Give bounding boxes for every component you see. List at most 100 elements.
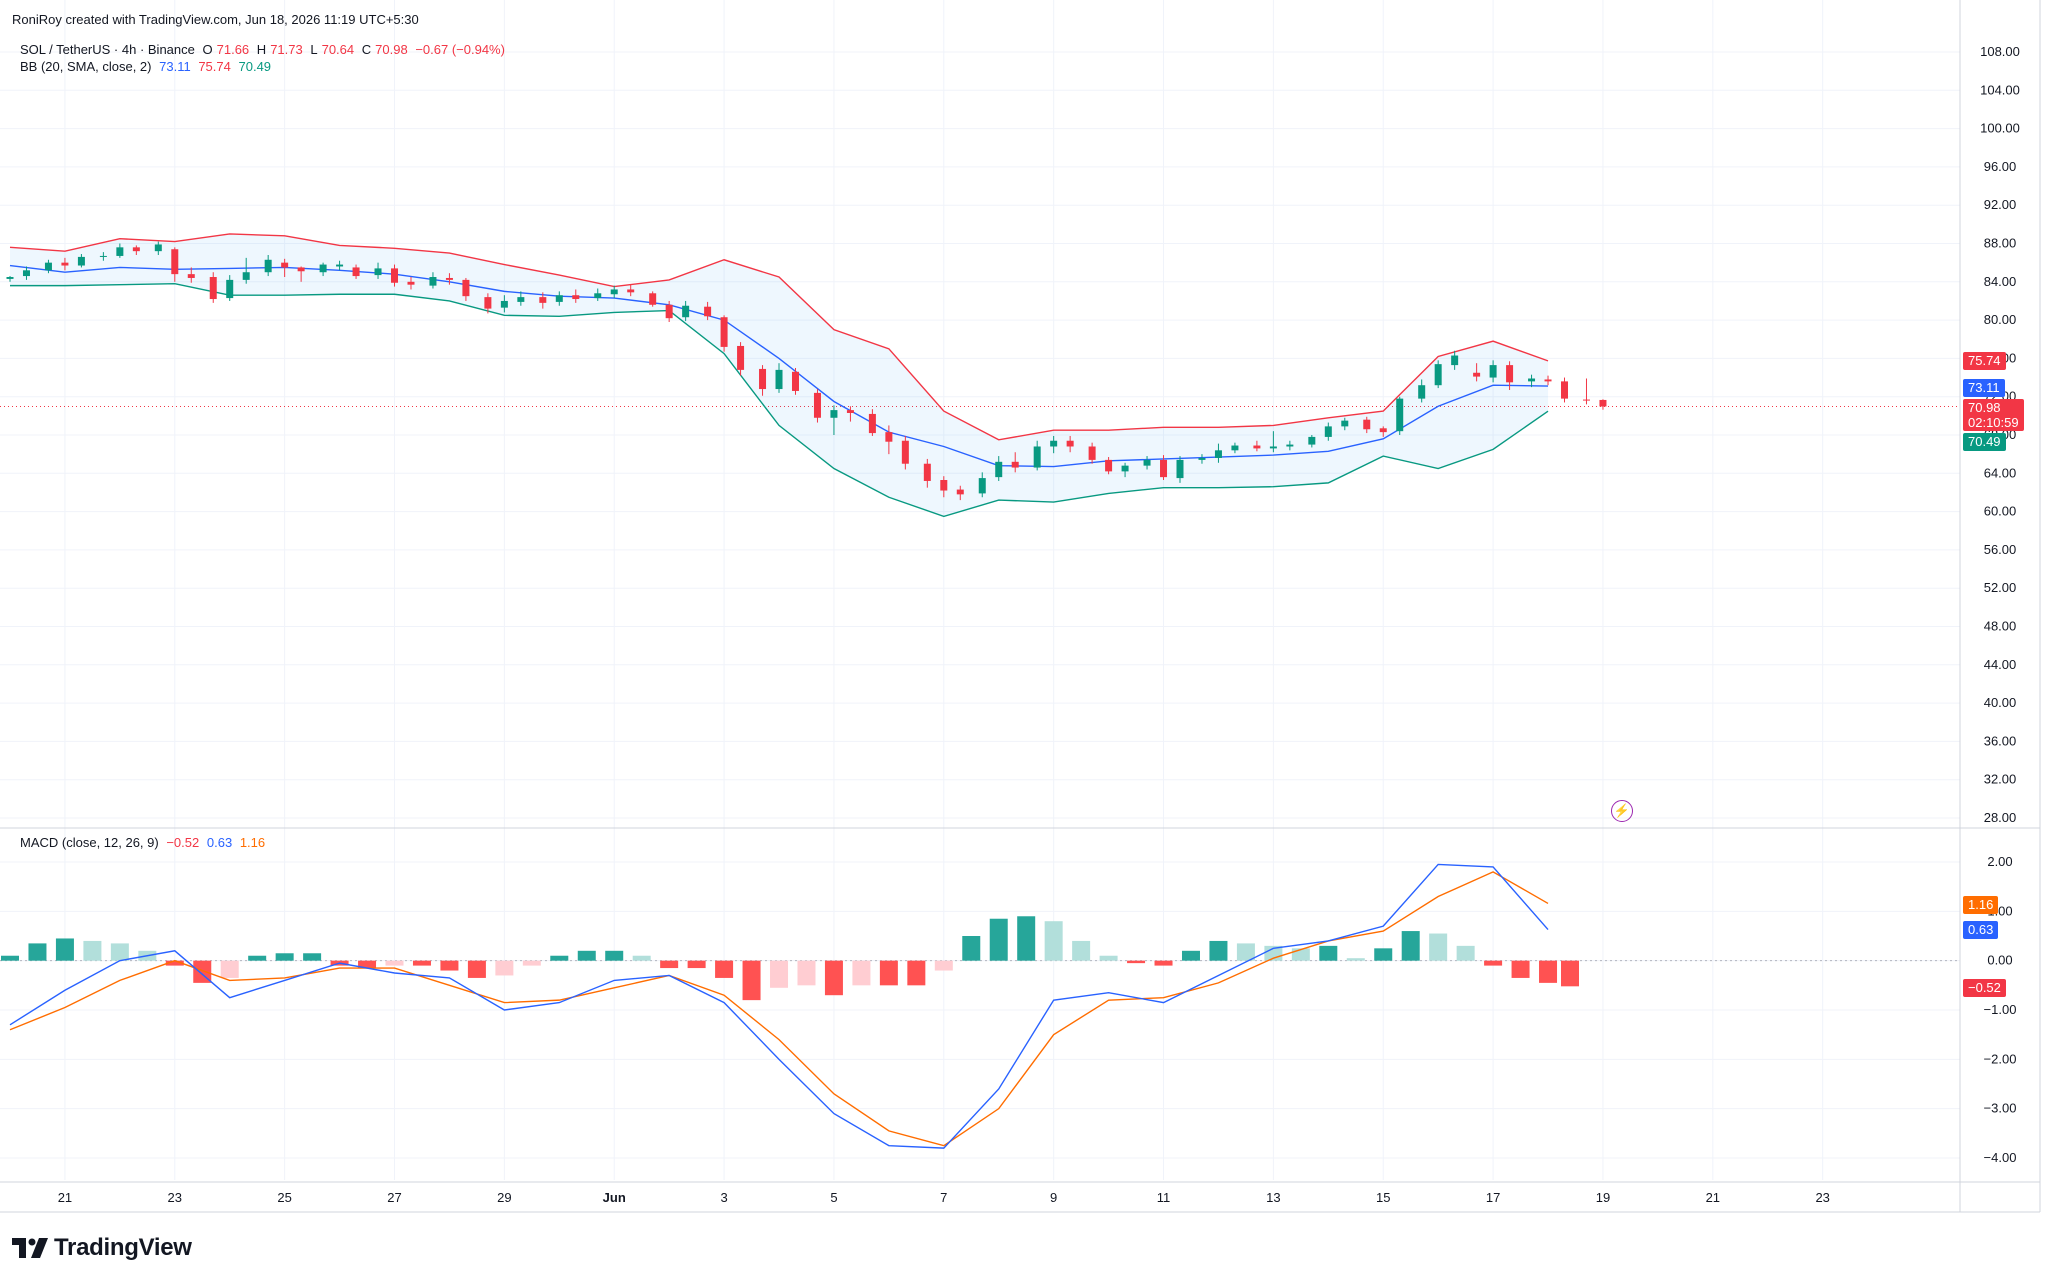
price-axis-tick: 84.00 bbox=[1984, 274, 2017, 289]
bb-legend[interactable]: BB (20, SMA, close, 2) 73.11 75.74 70.49 bbox=[20, 59, 275, 74]
macd-histogram-bar bbox=[934, 960, 953, 971]
macd-signal-value: 1.16 bbox=[239, 835, 266, 850]
time-axis-tick: 11 bbox=[1157, 1190, 1171, 1205]
macd-legend[interactable]: MACD (close, 12, 26, 9) −0.52 0.63 1.16 bbox=[20, 835, 269, 850]
ohlc-c-label: C bbox=[361, 42, 372, 57]
macd-histogram-bar bbox=[577, 950, 596, 961]
price-axis-tick: 52.00 bbox=[1984, 580, 2017, 595]
candle-body bbox=[1599, 399, 1607, 407]
macd-histogram-bar bbox=[962, 936, 981, 961]
candle-body bbox=[99, 255, 107, 257]
candle-body bbox=[22, 270, 30, 277]
candle-body bbox=[1286, 444, 1294, 447]
macd-histogram-bar bbox=[550, 955, 569, 961]
candle-body bbox=[1269, 446, 1277, 449]
bb-upper-line bbox=[9, 233, 1549, 441]
macd-histogram-bar bbox=[467, 960, 486, 978]
candle-body bbox=[682, 305, 690, 318]
time-axis-tick: Jun bbox=[603, 1190, 626, 1205]
candle-body bbox=[1176, 459, 1184, 479]
time-axis-tick: 7 bbox=[940, 1190, 947, 1205]
ohlc-l-value: 70.64 bbox=[321, 42, 355, 57]
macd-histogram-bar bbox=[1429, 933, 1448, 961]
candle-body bbox=[517, 297, 525, 302]
macd-histogram-bar bbox=[660, 960, 679, 969]
candle-body bbox=[44, 262, 52, 271]
grid-lines bbox=[0, 0, 1960, 1180]
ohlc-c-value: 70.98 bbox=[375, 42, 408, 57]
candle-body bbox=[1473, 372, 1481, 377]
macd-histogram-bar bbox=[220, 960, 239, 978]
candle-body bbox=[1341, 420, 1349, 427]
macd-histogram-bar bbox=[797, 960, 816, 986]
candle-body bbox=[374, 268, 382, 276]
lower-band-tag: 70.49 bbox=[1963, 433, 2006, 451]
candle-body bbox=[407, 281, 415, 285]
macd-histogram-bar bbox=[1401, 931, 1420, 961]
candle-body bbox=[1011, 461, 1019, 468]
candle-body bbox=[1379, 428, 1387, 433]
tradingview-logo[interactable]: TradingView bbox=[12, 1234, 192, 1262]
time-axis-tick: 23 bbox=[168, 1190, 182, 1205]
candle-body bbox=[720, 317, 728, 347]
price-axis-tick: 96.00 bbox=[1984, 159, 2017, 174]
macd-axis-tick: −1.00 bbox=[1984, 1002, 2017, 1017]
candle-body bbox=[901, 440, 909, 464]
macd-hist-tag: −0.52 bbox=[1963, 979, 2006, 997]
macd-histogram-bar bbox=[165, 960, 184, 966]
time-axis-tick: 21 bbox=[1706, 1190, 1720, 1205]
lightning-icon[interactable]: ⚡ bbox=[1611, 800, 1633, 822]
macd-histogram-bar bbox=[770, 960, 789, 988]
macd-histogram-bar bbox=[440, 960, 459, 971]
macd-histogram-bar bbox=[110, 943, 129, 961]
candle-body bbox=[791, 371, 799, 391]
macd-histogram-bar bbox=[1561, 960, 1579, 987]
macd-axis-tick: −4.00 bbox=[1984, 1150, 2017, 1165]
macd-histogram-bar bbox=[522, 960, 541, 966]
candle-body bbox=[242, 272, 250, 280]
candle-body bbox=[391, 268, 399, 283]
candle-body bbox=[1582, 399, 1590, 401]
macd-axis-tick: −3.00 bbox=[1984, 1101, 2017, 1116]
macd-histogram-bar bbox=[1539, 960, 1558, 983]
macd-histogram-bar bbox=[1484, 960, 1503, 966]
candle-body bbox=[1160, 459, 1168, 478]
candle-body bbox=[868, 413, 876, 434]
candle-body bbox=[281, 262, 289, 268]
macd-histogram-bar bbox=[824, 960, 843, 996]
macd-histogram-bar bbox=[1346, 958, 1365, 961]
candle-body bbox=[1363, 419, 1371, 430]
price-axis-tick: 32.00 bbox=[1984, 772, 2017, 787]
candle-body bbox=[484, 297, 492, 309]
macd-histogram-bar bbox=[303, 953, 322, 961]
last-price-tag: 70.98 02:10:59 bbox=[1963, 399, 2024, 431]
candle-body bbox=[209, 277, 217, 300]
candle-body bbox=[737, 345, 745, 370]
price-change: −0.67 (−0.94%) bbox=[415, 42, 505, 57]
credit-line: RoniRoy created with TradingView.com, Ju… bbox=[12, 12, 423, 27]
ohlc-o-value: 71.66 bbox=[216, 42, 250, 57]
macd-axis-tick: −2.00 bbox=[1984, 1051, 2017, 1066]
macd-histogram-bar bbox=[248, 955, 267, 961]
time-axis-tick: 3 bbox=[720, 1190, 727, 1205]
bb-lower-value: 70.49 bbox=[238, 59, 272, 74]
macd-histogram-bar bbox=[1456, 945, 1475, 961]
symbol-legend[interactable]: SOL / TetherUS · 4h · Binance O 71.66 H 71… bbox=[20, 42, 509, 57]
macd-histogram-bar bbox=[385, 960, 404, 966]
candle-body bbox=[1451, 355, 1459, 366]
candle-body bbox=[610, 289, 618, 295]
macd-histogram-bar bbox=[358, 960, 377, 969]
macd-pane bbox=[1, 863, 1579, 1149]
macd-hist-value: −0.52 bbox=[166, 835, 200, 850]
candle-body bbox=[539, 297, 547, 303]
macd-histogram-bar bbox=[1017, 916, 1036, 961]
candle-body bbox=[1066, 440, 1074, 447]
candle-body bbox=[956, 489, 964, 495]
macd-histogram-bar bbox=[852, 960, 871, 986]
candle-body bbox=[649, 293, 657, 305]
credit-text: RoniRoy created with TradingView.com, Ju… bbox=[12, 12, 419, 27]
bar-countdown: 02:10:59 bbox=[1968, 415, 2019, 430]
macd-histogram-bar bbox=[1209, 940, 1228, 961]
candle-body bbox=[830, 410, 838, 418]
